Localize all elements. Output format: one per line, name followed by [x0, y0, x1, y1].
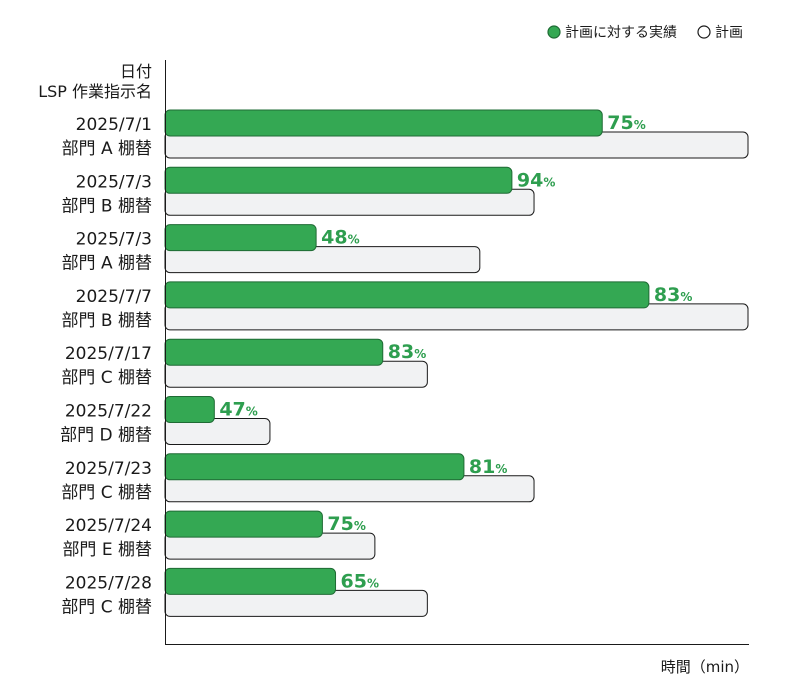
percent-label: 83% — [654, 284, 692, 306]
actual-bar — [164, 224, 317, 252]
actual-bar — [164, 567, 337, 595]
actual-bar — [164, 281, 650, 309]
percent-sign: % — [634, 118, 646, 132]
x-axis-label: 時間（min） — [661, 658, 749, 676]
percent-label: 47% — [219, 399, 257, 421]
category-date: 2025/7/22 — [65, 402, 152, 422]
actual-bar — [164, 166, 513, 194]
y-header-date: 日付 — [120, 62, 152, 81]
category-name: 部門 D 棚替 — [60, 426, 152, 446]
category-date: 2025/7/24 — [65, 516, 152, 536]
actual-bar — [164, 510, 323, 538]
category-name: 部門 E 棚替 — [62, 540, 152, 560]
legend: 計画に対する実績 計画 — [547, 25, 743, 41]
percent-label: 81% — [469, 456, 507, 478]
percent-label: 75% — [327, 513, 365, 535]
category-name: 部門 C 棚替 — [61, 483, 152, 503]
legend-actual-label: 計画に対する実績 — [565, 25, 677, 41]
percent-sign: % — [495, 462, 507, 476]
category-date: 2025/7/3 — [76, 172, 152, 192]
actual-bar — [164, 338, 384, 366]
percent-label: 65% — [341, 570, 379, 592]
category-name: 部門 C 棚替 — [61, 368, 152, 388]
category-date: 2025/7/1 — [76, 115, 152, 135]
percent-label: 48% — [321, 227, 359, 249]
percent-sign: % — [354, 519, 366, 533]
actual-bar — [164, 109, 603, 137]
category-labels: 2025/7/1 部門 A 棚替 2025/7/3 部門 B 棚替 2025/7/3 部門… — [60, 115, 152, 617]
category-date: 2025/7/7 — [76, 287, 152, 307]
category-name: 部門 B 棚替 — [62, 196, 152, 216]
percent-sign: % — [680, 290, 692, 304]
category-date: 2025/7/3 — [76, 230, 152, 250]
percent-label: 94% — [517, 169, 555, 191]
percent-label: 75% — [607, 112, 645, 134]
category-name: 部門 C 棚替 — [61, 597, 152, 617]
percent-sign: % — [246, 405, 258, 419]
y-header-task: LSP 作業指示名 — [38, 82, 152, 101]
percent-sign: % — [414, 347, 426, 361]
percent-sign: % — [348, 233, 360, 247]
category-date: 2025/7/17 — [65, 344, 152, 364]
category-date: 2025/7/23 — [65, 459, 152, 479]
legend-plan-label: 計画 — [715, 25, 743, 41]
category-date: 2025/7/28 — [65, 573, 152, 593]
percent-sign: % — [543, 175, 555, 189]
category-name: 部門 A 棚替 — [62, 254, 152, 274]
category-name: 部門 A 棚替 — [62, 139, 152, 159]
actual-bar — [164, 453, 465, 481]
percent-label: 83% — [388, 341, 426, 363]
bars: 75% 94% 48% 83% 83% 47% 81% 75% 65% — [164, 109, 749, 617]
legend-plan-marker — [697, 25, 711, 39]
percent-sign: % — [367, 576, 379, 590]
actual-bar — [164, 396, 215, 423]
category-name: 部門 B 棚替 — [62, 311, 152, 331]
legend-actual-marker — [547, 25, 561, 39]
